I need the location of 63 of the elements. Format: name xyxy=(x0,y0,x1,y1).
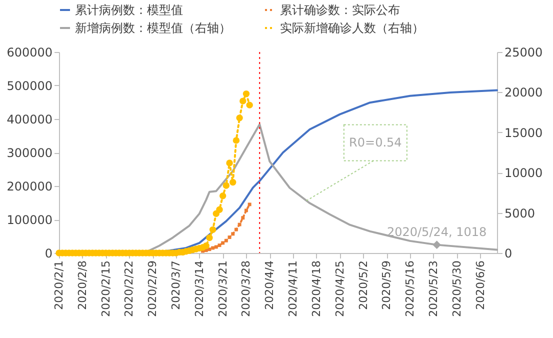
y2-tick-label: 20000 xyxy=(504,86,543,100)
legend-label: 实际新增确诊人数（右轴） xyxy=(280,21,424,35)
annotation: R0=0.54 xyxy=(349,136,402,150)
point xyxy=(209,226,216,234)
x-tick-label: 2020/4/18 xyxy=(310,260,323,317)
x-tick-label: 2020/5/2 xyxy=(356,260,370,310)
point xyxy=(244,208,248,212)
point xyxy=(246,102,253,108)
x-tick-label: 2020/2/15 xyxy=(99,260,112,317)
x-tick-label: 2020/5/30 xyxy=(450,260,464,317)
point xyxy=(211,246,215,250)
point xyxy=(231,232,235,236)
point xyxy=(216,206,223,213)
x-tick-label: 2020/5/23 xyxy=(426,260,440,317)
annotation: 2020/5/24, 1018 xyxy=(386,224,487,239)
legend-label: 累计确诊数：实际公布 xyxy=(280,3,400,17)
point xyxy=(202,242,210,250)
legend-label: 累计病例数：模型值 xyxy=(75,3,183,17)
x-tick-label: 2020/4/25 xyxy=(333,260,346,317)
point xyxy=(226,160,233,166)
y-tick-label: 100000 xyxy=(6,213,52,227)
x-tick-label: 2020/3/21 xyxy=(216,260,230,317)
point xyxy=(206,234,213,242)
y-tick-label: 500000 xyxy=(6,79,52,93)
point xyxy=(234,228,238,232)
x-tick-label: 2020/4/4 xyxy=(263,260,276,310)
y-tick-label: 300000 xyxy=(6,146,52,160)
point xyxy=(242,90,250,98)
x-tick-label: 2020/3/14 xyxy=(192,260,206,317)
point xyxy=(228,236,232,239)
y2-tick-label: 25000 xyxy=(504,46,543,60)
point xyxy=(219,192,226,200)
point xyxy=(240,98,246,104)
point xyxy=(222,182,230,189)
point xyxy=(214,245,218,249)
x-tick-label: 2020/3/28 xyxy=(240,260,253,317)
point xyxy=(224,238,228,242)
x-tick-label: 2020/2/22 xyxy=(122,260,136,317)
y-tick-label: 0 xyxy=(44,246,52,260)
point xyxy=(238,222,242,226)
y-tick-label: 200000 xyxy=(6,180,52,194)
x-tick-label: 2020/2/8 xyxy=(76,260,89,310)
y2-tick-label: 5000 xyxy=(504,206,536,220)
legend-label: 新增病例数：模型值（右轴） xyxy=(75,21,231,35)
x-tick-label: 2020/2/1 xyxy=(52,260,66,310)
y2-tick-label: 15000 xyxy=(504,126,543,140)
y-tick-label: 400000 xyxy=(6,112,52,126)
point xyxy=(236,114,243,122)
point xyxy=(241,216,245,220)
x-tick-label: 2020/6/6 xyxy=(474,260,487,310)
x-tick-label: 2020/5/16 xyxy=(404,260,417,317)
y-tick-label: 600000 xyxy=(6,46,52,60)
point xyxy=(221,241,225,245)
y2-tick-label: 0 xyxy=(504,246,512,260)
x-tick-label: 2020/2/29 xyxy=(146,260,160,317)
point xyxy=(248,202,252,206)
point xyxy=(208,248,212,252)
x-tick-label: 2020/5/9 xyxy=(380,260,394,310)
point xyxy=(230,178,236,186)
x-tick-label: 2020/4/11 xyxy=(286,260,300,317)
point xyxy=(232,137,240,144)
x-tick-label: 2020/3/7 xyxy=(170,260,183,310)
y2-tick-label: 10000 xyxy=(504,166,543,180)
